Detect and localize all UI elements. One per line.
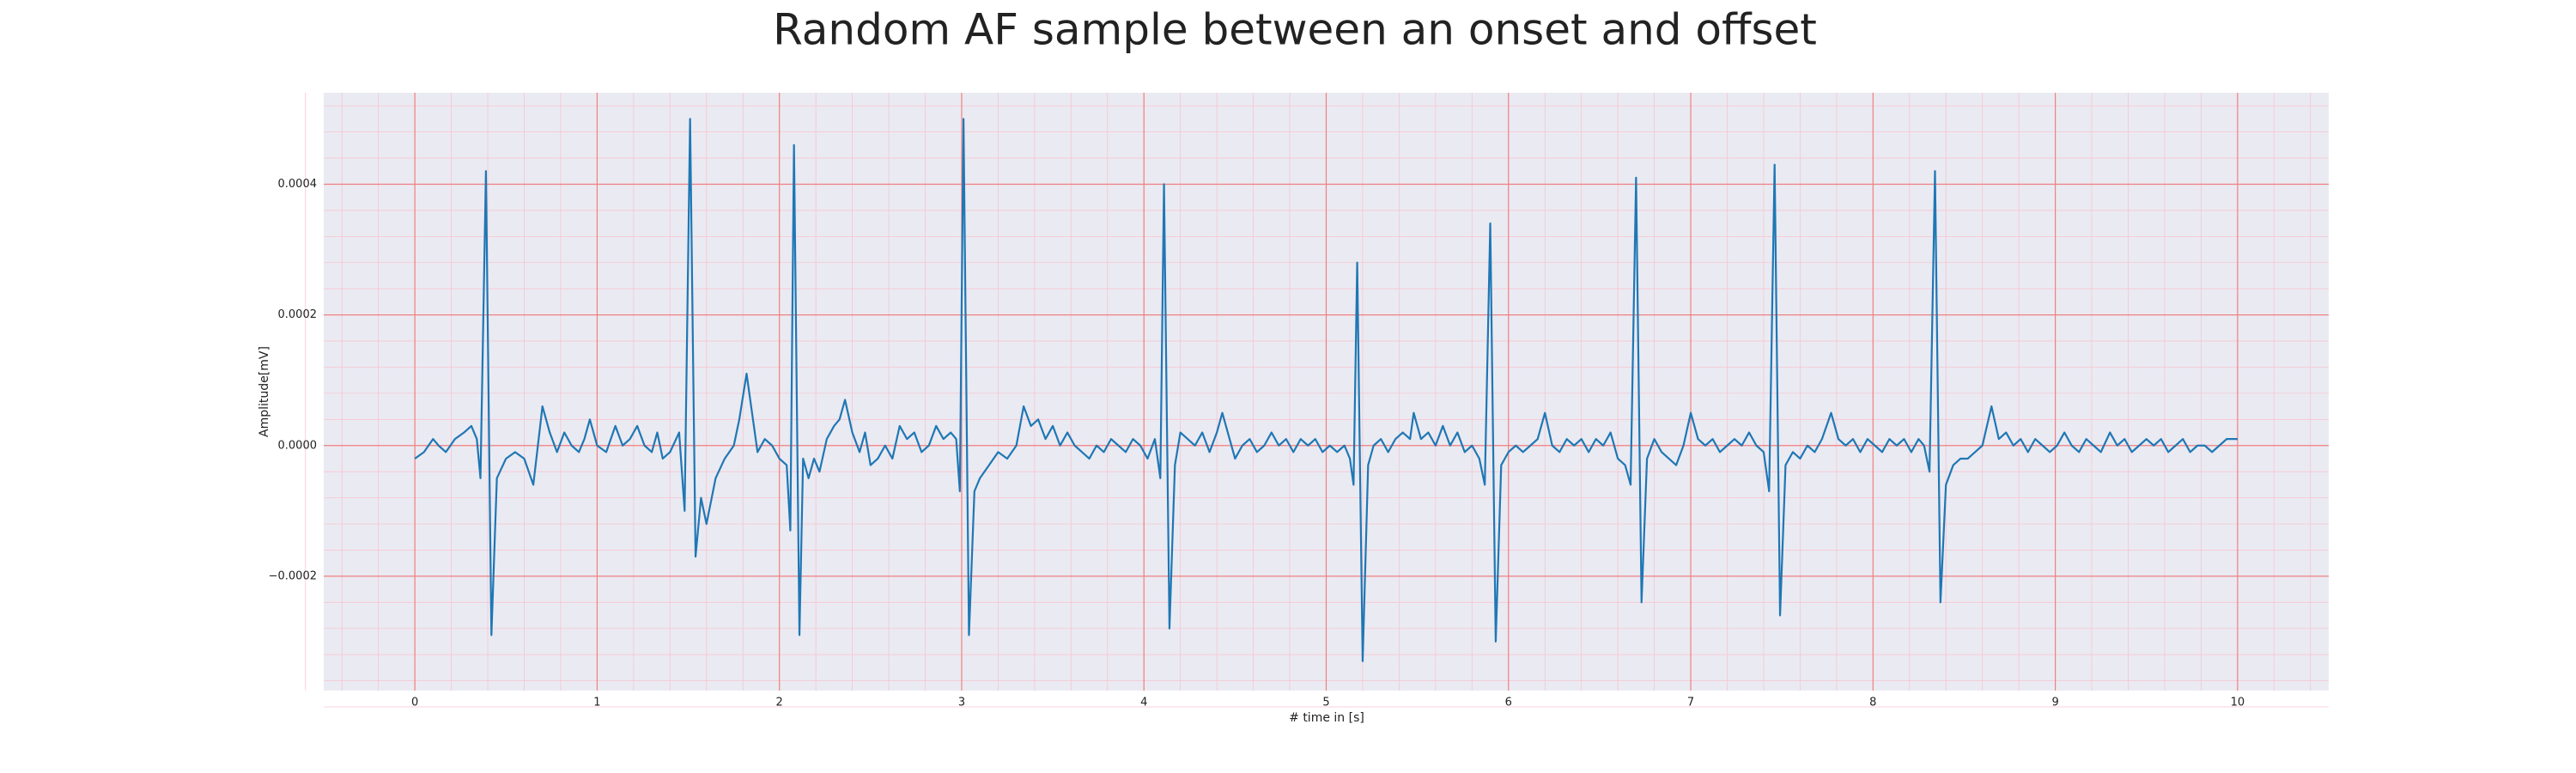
x-tick-label: 0 (411, 697, 418, 709)
x-tick-label: 4 (1140, 697, 1147, 709)
x-tick-label: 3 (958, 697, 965, 709)
y-tick-label: 0.0004 (278, 178, 318, 191)
x-tick-label: 1 (593, 697, 600, 709)
x-tick-label: 8 (1869, 697, 1876, 709)
x-tick-label: 5 (1322, 697, 1329, 709)
x-axis-label: # time in [s] (1289, 711, 1364, 725)
y-tick-label: 0.0002 (278, 308, 318, 321)
x-tick-label: 6 (1505, 697, 1512, 709)
y-tick-label: 0.0000 (278, 439, 318, 452)
x-tick-label: 7 (1687, 697, 1694, 709)
y-tick-label: −0.0002 (269, 569, 317, 582)
y-axis-label: Amplitude[mV] (258, 346, 271, 437)
signal-line (414, 118, 2238, 662)
x-tick-label: 2 (776, 697, 783, 709)
x-tick-label: 10 (2231, 697, 2245, 709)
chart-title: Random AF sample between an onset and of… (773, 5, 1817, 55)
x-tick-label: 9 (2051, 697, 2058, 709)
grid (305, 93, 2329, 708)
